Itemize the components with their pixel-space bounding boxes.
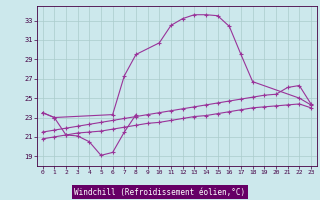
Text: Windchill (Refroidissement éolien,°C): Windchill (Refroidissement éolien,°C): [75, 188, 245, 196]
